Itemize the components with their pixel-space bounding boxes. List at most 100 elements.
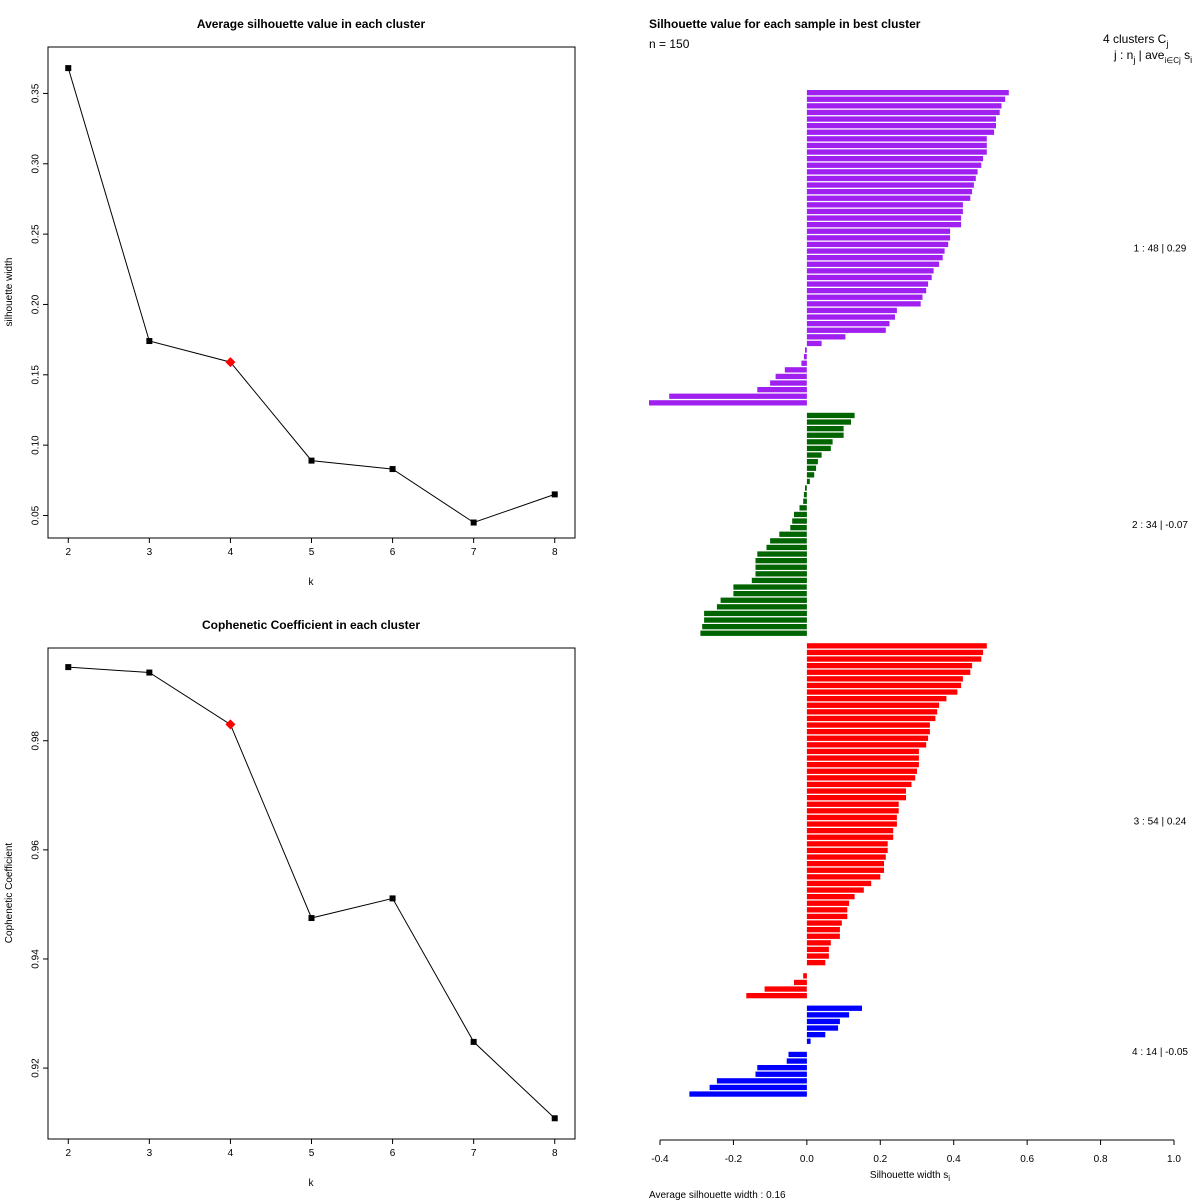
silhouette-bar <box>806 808 899 814</box>
x-axis-ticks: 2 3 4 5 6 7 8 <box>65 538 558 558</box>
y-axis-ticks: 0.05 0.10 0.15 0.20 0.25 0.30 0.35 <box>31 83 48 525</box>
silhouette-bar <box>704 617 807 623</box>
silhouette-bar <box>757 551 807 557</box>
x-tick-label: 0.8 <box>1094 1154 1108 1165</box>
silhouette-bar <box>806 676 963 682</box>
chart-title: Average silhouette value in each cluster <box>197 17 426 31</box>
silhouette-bar <box>757 1065 807 1071</box>
x-axis-ticks: 2 3 4 5 6 7 8 <box>65 1139 558 1159</box>
silhouette-bar <box>806 867 884 873</box>
silhouette-bar <box>755 1071 807 1077</box>
silhouette-bar <box>803 354 807 360</box>
silhouette-bar <box>806 156 984 162</box>
x-tick-label: 2 <box>65 1148 71 1159</box>
silhouette-bars <box>649 90 1009 1097</box>
columns-header-subscript: j <box>1132 55 1135 65</box>
x-tick-label: 8 <box>552 1148 558 1159</box>
x-tick-label: 0.2 <box>873 1154 887 1165</box>
silhouette-bar <box>806 828 894 834</box>
silhouette-bar <box>806 334 846 340</box>
silhouette-bar <box>806 861 884 867</box>
silhouette-bar <box>806 149 987 155</box>
y-tick-label: 0.15 <box>31 365 42 385</box>
y-tick-label: 0.96 <box>31 840 42 860</box>
silhouette-bar <box>806 445 831 452</box>
x-tick-label: 0.6 <box>1020 1154 1034 1165</box>
data-point <box>308 457 315 464</box>
silhouette-bar <box>751 577 807 584</box>
silhouette-bar <box>805 347 807 353</box>
silhouette-bar <box>733 584 807 590</box>
silhouette-bar <box>806 426 844 432</box>
silhouette-bar <box>806 874 881 880</box>
silhouette-bar <box>806 933 840 939</box>
silhouette-bar <box>806 715 936 722</box>
silhouette-bar <box>770 538 807 544</box>
silhouette-bar <box>806 222 962 228</box>
silhouette-bar <box>806 887 864 893</box>
y-tick-label: 0.35 <box>31 83 42 103</box>
sample-count: n = 150 <box>649 37 690 51</box>
x-tick-label: 0.4 <box>947 1154 961 1165</box>
silhouette-bar <box>806 696 947 702</box>
silhouette-bar <box>806 742 927 748</box>
data-point <box>389 466 396 473</box>
data-point <box>470 1038 477 1045</box>
x-tick-label: 3 <box>147 1148 153 1159</box>
silhouette-bar <box>806 142 987 149</box>
highlighted-data-point <box>225 719 236 730</box>
silhouette-bar <box>806 880 872 887</box>
y-tick-label: 0.30 <box>31 154 42 174</box>
silhouette-bar <box>806 439 833 445</box>
silhouette-bar <box>806 340 822 347</box>
silhouette-bar <box>755 571 807 577</box>
highlighted-data-point <box>225 357 236 368</box>
silhouette-bar <box>700 630 807 636</box>
columns-header-s: s <box>1181 48 1190 62</box>
silhouette-bar <box>806 301 921 307</box>
x-axis-label-text: Silhouette width s <box>870 1170 948 1181</box>
data-point <box>146 338 153 345</box>
clusters-header-text: 4 clusters C <box>1103 32 1167 46</box>
x-tick-label: 6 <box>390 547 396 558</box>
silhouette-bar <box>806 294 923 300</box>
silhouette-bar <box>806 1005 862 1011</box>
silhouette-bar <box>806 722 930 728</box>
data-point <box>389 895 396 902</box>
silhouette-bar <box>806 202 963 208</box>
y-tick-label: 0.94 <box>31 949 42 969</box>
silhouette-bar <box>806 940 831 946</box>
columns-header-average: | ave <box>1135 48 1164 62</box>
silhouette-bar <box>806 255 943 261</box>
x-tick-label: 4 <box>228 1148 234 1159</box>
silhouette-bar <box>806 241 949 248</box>
x-tick-label: 8 <box>552 547 558 558</box>
silhouette-bar <box>806 735 929 741</box>
silhouette-bar <box>806 656 982 662</box>
x-axis-label: k <box>309 577 315 588</box>
silhouette-bar <box>806 182 974 188</box>
x-tick-label: 4 <box>228 547 234 558</box>
y-tick-label: 0.05 <box>31 505 42 525</box>
silhouette-bar <box>790 525 807 531</box>
silhouette-bar <box>806 432 844 438</box>
silhouette-bar <box>806 208 963 215</box>
silhouette-bar <box>669 393 807 399</box>
silhouette-bar <box>806 768 917 774</box>
data-point <box>146 669 153 676</box>
silhouette-bar <box>764 986 807 992</box>
columns-header-average-subscript: i∈Cj <box>1164 56 1181 65</box>
silhouette-bar <box>806 946 829 953</box>
silhouette-bar <box>792 518 807 524</box>
silhouette-bar <box>806 781 912 788</box>
data-point <box>551 491 558 498</box>
silhouette-bar <box>806 795 906 801</box>
cluster-label: 3 : 54 | 0.24 <box>1134 816 1187 827</box>
x-tick-label: 1.0 <box>1167 1154 1181 1165</box>
silhouette-bar <box>801 360 807 366</box>
silhouette-bar <box>806 452 822 458</box>
x-tick-label: 3 <box>147 547 153 558</box>
y-tick-label: 0.92 <box>31 1058 42 1078</box>
